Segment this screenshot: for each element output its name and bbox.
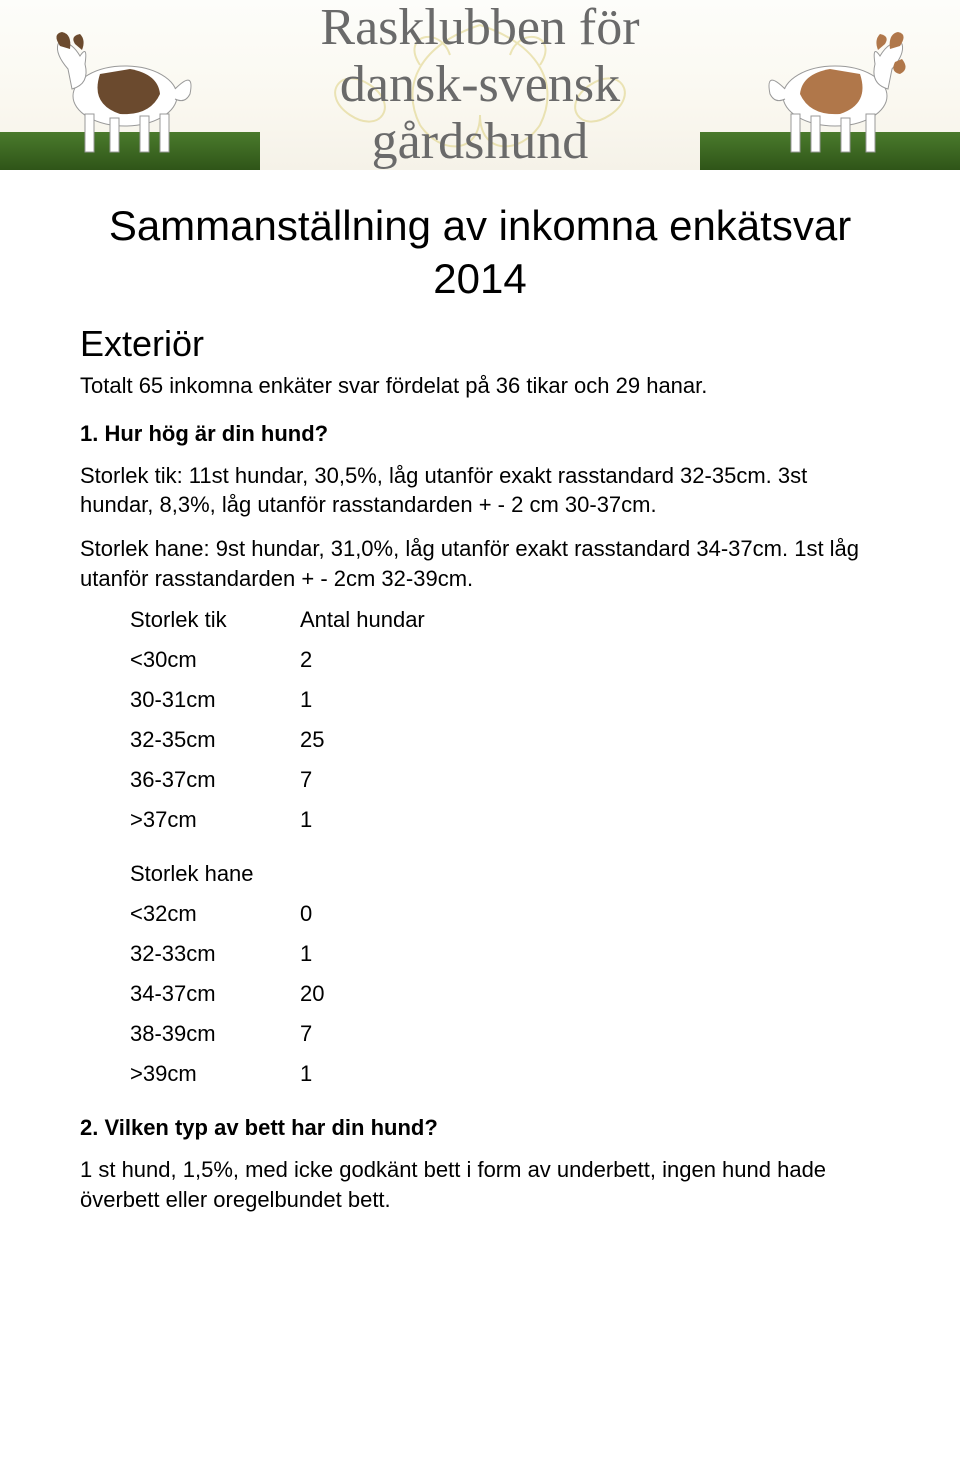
question-2-label: 2. Vilken typ av bett har din hund? — [80, 1115, 880, 1141]
table-storlek-hane: Storlek hane <32cm 0 32-33cm 1 34-37cm 2… — [130, 861, 880, 1087]
dog-illustration-left — [30, 14, 210, 164]
table-row: 32-35cm 25 — [130, 727, 880, 753]
table-row: >39cm 1 — [130, 1061, 880, 1087]
q1-paragraph-1: Storlek tik: 11st hundar, 30,5%, låg uta… — [80, 461, 880, 520]
cell-size: 30-31cm — [130, 687, 300, 713]
table-row: 38-39cm 7 — [130, 1021, 880, 1047]
table-row: 36-37cm 7 — [130, 767, 880, 793]
table-header-row: Storlek hane — [130, 861, 880, 887]
cell-count: 1 — [300, 941, 312, 967]
cell-count: 0 — [300, 901, 312, 927]
cell-count: 1 — [300, 807, 312, 833]
cell-size: >39cm — [130, 1061, 300, 1087]
q1-paragraph-2: Storlek hane: 9st hundar, 31,0%, låg uta… — [80, 534, 880, 593]
intro-text: Totalt 65 inkomna enkäter svar fördelat … — [80, 371, 880, 401]
cell-count: 20 — [300, 981, 324, 1007]
table-header-col1: Storlek hane — [130, 861, 300, 887]
table-row: <32cm 0 — [130, 901, 880, 927]
table-row: 32-33cm 1 — [130, 941, 880, 967]
cell-size: 38-39cm — [130, 1021, 300, 1047]
banner-title: Rasklubben för dansk-svensk gårdshund — [240, 0, 720, 170]
table-storlek-tik: Storlek tik Antal hundar <30cm 2 30-31cm… — [130, 607, 880, 833]
q2-paragraph-1: 1 st hund, 1,5%, med icke godkänt bett i… — [80, 1155, 880, 1214]
cell-size: 36-37cm — [130, 767, 300, 793]
table-row: <30cm 2 — [130, 647, 880, 673]
table-header-col1: Storlek tik — [130, 607, 300, 633]
cell-count: 25 — [300, 727, 324, 753]
cell-count: 2 — [300, 647, 312, 673]
cell-size: 34-37cm — [130, 981, 300, 1007]
cell-size: 32-35cm — [130, 727, 300, 753]
cell-count: 7 — [300, 1021, 312, 1047]
table-header-row: Storlek tik Antal hundar — [130, 607, 880, 633]
table-row: 34-37cm 20 — [130, 981, 880, 1007]
table-row: 30-31cm 1 — [130, 687, 880, 713]
cell-count: 1 — [300, 687, 312, 713]
banner-title-line2: dansk-svensk gårdshund — [240, 56, 720, 170]
cell-count: 7 — [300, 767, 312, 793]
question-1-label: 1. Hur hög är din hund? — [80, 421, 880, 447]
table-row: >37cm 1 — [130, 807, 880, 833]
cell-size: <32cm — [130, 901, 300, 927]
header-banner: Rasklubben för dansk-svensk gårdshund — [0, 0, 960, 170]
banner-title-line1: Rasklubben för — [240, 0, 720, 56]
cell-size: >37cm — [130, 807, 300, 833]
cell-count: 1 — [300, 1061, 312, 1087]
section-heading: Exteriör — [80, 323, 880, 365]
cell-size: 32-33cm — [130, 941, 300, 967]
cell-size: <30cm — [130, 647, 300, 673]
dog-illustration-right — [750, 14, 930, 164]
document-body: Sammanställning av inkomna enkätsvar 201… — [0, 170, 960, 1289]
page-title: Sammanställning av inkomna enkätsvar 201… — [80, 200, 880, 305]
table-header-col2: Antal hundar — [300, 607, 425, 633]
